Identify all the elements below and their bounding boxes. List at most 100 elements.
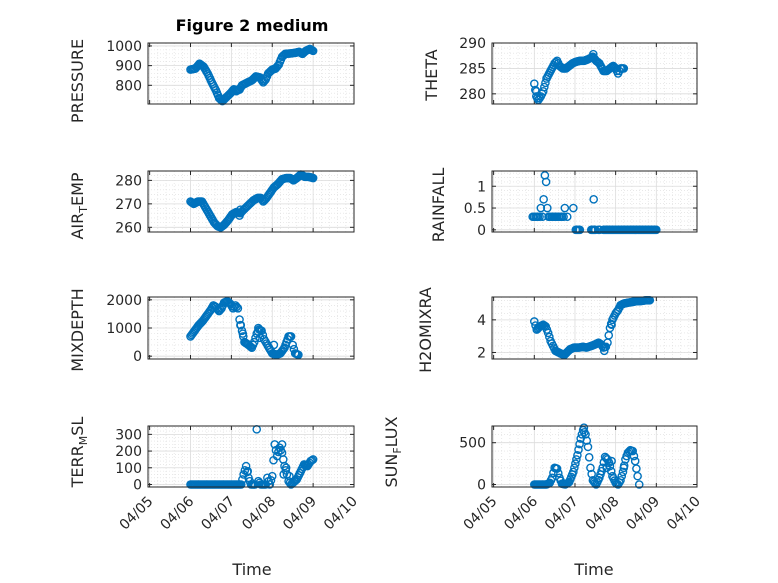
series-markers — [186, 44, 318, 106]
x-tick-label: 04/06 — [501, 493, 541, 533]
data-point — [543, 203, 552, 213]
subplot-theta: 280 285 290 — [459, 36, 698, 105]
data-point — [267, 471, 277, 481]
data-point — [277, 440, 287, 449]
ylabel-sun-flux: SUNFLUX — [382, 416, 404, 487]
subplot-sun_flux: 0 500 04/05 04/06 04/07 04/08 04/09 04/10 — [459, 423, 704, 534]
data-point — [571, 459, 580, 468]
data-point — [265, 480, 275, 489]
y-tick-label: 0 — [477, 477, 486, 493]
data-point — [618, 467, 628, 477]
plot-area — [492, 171, 697, 232]
data-point — [601, 342, 611, 352]
ylabel-sun-flux-sub: F — [391, 447, 404, 453]
data-point — [216, 305, 225, 314]
series-markers — [186, 425, 318, 489]
data-point — [535, 212, 544, 222]
data-point — [552, 464, 562, 473]
data-point — [560, 203, 570, 213]
data-point — [562, 212, 572, 222]
data-point — [591, 225, 600, 235]
data-point — [281, 463, 291, 473]
series-markers — [530, 423, 644, 489]
data-point — [236, 480, 246, 489]
y-tick-label: 100 — [115, 461, 142, 477]
data-point — [543, 328, 553, 338]
series-markers — [530, 295, 655, 360]
axes-frame — [491, 170, 698, 233]
data-point — [241, 461, 251, 471]
data-point — [553, 468, 563, 478]
axes-frame — [147, 425, 355, 488]
data-point — [607, 320, 616, 330]
series-markers — [186, 170, 318, 232]
data-point — [579, 423, 589, 432]
y-tick-label: 1000 — [106, 321, 142, 337]
data-point — [540, 82, 549, 92]
data-point — [249, 337, 259, 347]
ylabel-terr-msl-rest: SL — [68, 417, 87, 436]
data-point — [255, 333, 265, 343]
data-point — [535, 93, 544, 103]
data-point — [587, 469, 596, 479]
data-point — [633, 471, 642, 481]
data-point — [634, 480, 644, 489]
ylabel-terr-msl-main: TERR — [68, 445, 87, 488]
data-point — [279, 344, 288, 354]
xlabel-right: Time — [573, 560, 613, 579]
data-point — [539, 195, 548, 204]
data-point — [541, 177, 551, 187]
x-tick-label: 04/07 — [542, 494, 582, 534]
x-tick-label: 04/08 — [239, 494, 279, 534]
y-tick-label: 2 — [477, 345, 486, 361]
data-point — [559, 212, 568, 222]
data-point — [629, 451, 639, 461]
data-point — [602, 463, 612, 473]
plot-area — [492, 297, 697, 359]
y-tick-label: 290 — [459, 36, 486, 52]
subplot-pressure: 800 900 1000 — [106, 39, 355, 106]
y-tick-label: 300 — [115, 427, 142, 443]
y-tick-label: 200 — [115, 444, 142, 460]
y-tick-label: 0 — [133, 349, 142, 365]
data-point — [260, 76, 269, 86]
data-point — [269, 340, 279, 350]
data-point — [236, 320, 245, 330]
chart-title: Figure 2 medium — [176, 16, 329, 35]
series-markers — [528, 171, 661, 235]
y-tick-label: 1 — [477, 179, 486, 195]
x-tick-label: 04/08 — [583, 494, 623, 534]
data-point — [288, 340, 297, 350]
y-tick-label: 900 — [115, 59, 142, 75]
data-point — [280, 461, 289, 471]
ylabel-h2omixra: H2OMIXRA — [416, 287, 435, 373]
data-point — [235, 211, 244, 220]
data-point — [586, 463, 595, 473]
x-tick-label: 04/05 — [117, 494, 157, 534]
subplot-rainfall: 00.51 — [464, 170, 698, 239]
data-point — [238, 329, 248, 338]
y-tick-label: 0 — [477, 223, 486, 239]
data-point — [308, 173, 318, 183]
data-point — [617, 471, 627, 481]
y-tick-label: 260 — [115, 220, 142, 236]
data-point — [652, 225, 661, 235]
series-markers — [186, 296, 303, 360]
x-tick-label: 04/09 — [280, 494, 320, 534]
data-point — [583, 442, 593, 452]
data-point — [570, 463, 579, 473]
y-tick-label: 0 — [133, 477, 142, 493]
y-tick-label: 4 — [477, 313, 486, 329]
data-point — [616, 476, 625, 485]
axes-frame — [491, 296, 698, 360]
data-point — [588, 49, 598, 59]
data-point — [231, 86, 241, 96]
axes-frame — [491, 425, 698, 488]
y-tick-label: 280 — [459, 87, 486, 103]
subplot-mixdepth: 0 1000 2000 — [106, 293, 355, 365]
data-point — [532, 86, 541, 96]
data-point — [569, 203, 578, 213]
y-tick-label: 280 — [115, 173, 142, 189]
ylabel-sun-flux-main: SUN — [382, 454, 401, 488]
ylabel-mixdepth: MIXDEPTH — [68, 288, 87, 371]
